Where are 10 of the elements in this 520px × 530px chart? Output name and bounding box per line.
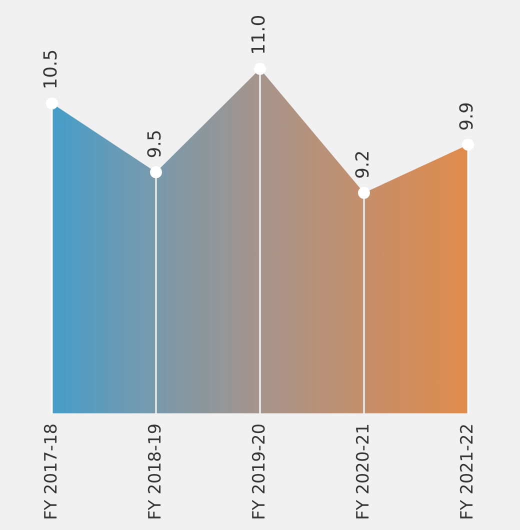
data-label: 10.5 [40, 49, 62, 90]
x-tick-label: FY 2020-21 [353, 423, 374, 520]
x-tick-label: FY 2021-22 [457, 423, 478, 520]
data-label: 9.5 [144, 130, 166, 158]
data-label: 11.0 [248, 14, 270, 55]
x-tick-label: FY 2019-20 [249, 423, 270, 520]
data-label: 9.2 [352, 150, 374, 179]
x-tick-label: FY 2017-18 [41, 423, 62, 520]
data-label: 9.9 [456, 102, 478, 131]
x-tick-label: FY 2018-19 [145, 423, 166, 520]
